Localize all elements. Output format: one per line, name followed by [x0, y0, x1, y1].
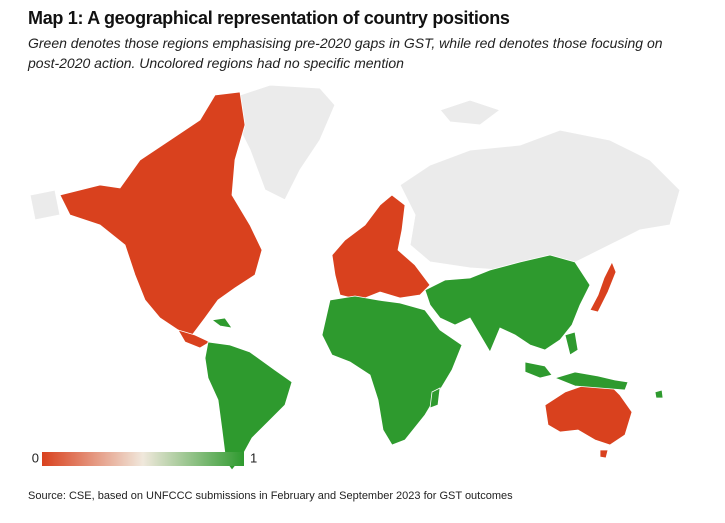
greenland — [234, 84, 336, 201]
legend-max-label: 1 — [250, 450, 257, 465]
indonesia-2 — [553, 371, 629, 391]
arctic-islands — [439, 99, 502, 126]
south-america — [204, 341, 293, 471]
title: Map 1: A geographical representation of … — [28, 8, 510, 28]
indonesia-1 — [524, 361, 553, 379]
japan — [589, 261, 617, 313]
africa — [321, 295, 463, 446]
caribbean — [210, 317, 233, 329]
subtitle: Green denotes those regions emphasising … — [28, 35, 663, 71]
source: Source: CSE, based on UNFCCC submissions… — [28, 490, 513, 502]
madagascar — [429, 387, 441, 409]
asia — [424, 254, 591, 353]
north-america — [59, 91, 263, 339]
tasmania — [599, 449, 609, 459]
philippines — [564, 331, 579, 356]
pacific-islands — [654, 389, 664, 399]
northern-asia — [399, 129, 681, 271]
west-edge — [29, 189, 61, 221]
legend-min-label: 0 — [32, 450, 39, 465]
central-america — [177, 329, 211, 349]
color-scale — [42, 452, 244, 466]
